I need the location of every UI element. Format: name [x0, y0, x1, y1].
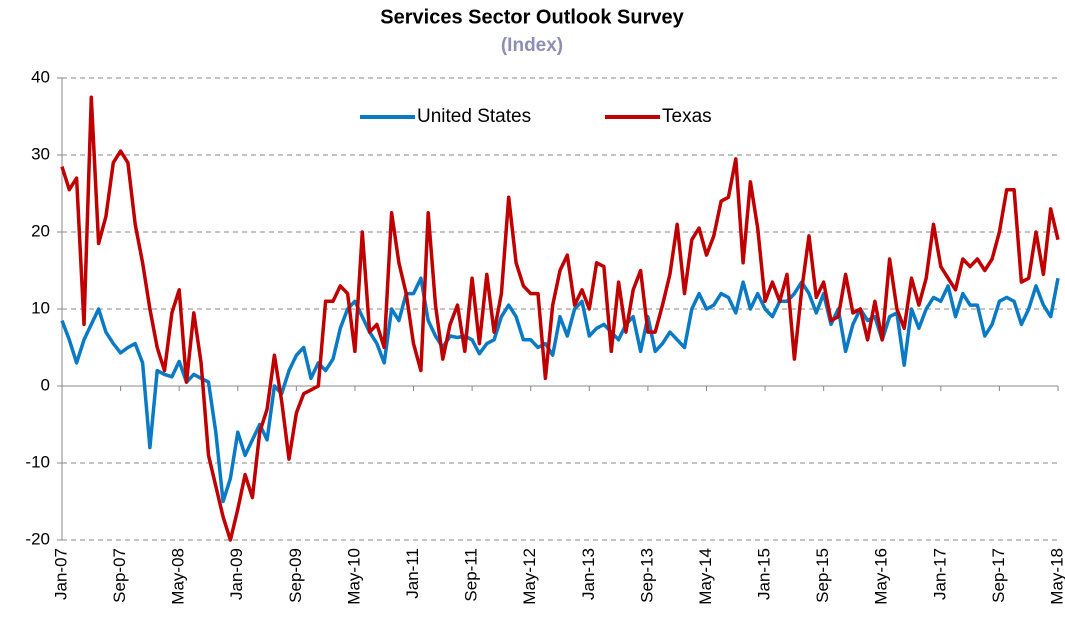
x-tick-label: Sep-07 — [110, 548, 129, 603]
chart-subtitle: (Index) — [501, 35, 563, 56]
x-tick-label: Jan-07 — [51, 548, 70, 600]
x-tick-label: Sep-17 — [989, 548, 1008, 603]
x-tick-label: Sep-11 — [462, 548, 481, 602]
x-tick-label: May-18 — [1047, 548, 1065, 605]
y-tick-label: 0 — [41, 375, 50, 394]
chart-title: Services Sector Outlook Survey — [380, 6, 684, 28]
line-series — [60, 276, 1060, 504]
x-tick-label: Sep-15 — [813, 548, 832, 603]
x-tick-label: Sep-09 — [286, 548, 305, 603]
y-tick-label: -10 — [25, 452, 50, 471]
x-tick-label: Jan-11 — [403, 548, 422, 599]
x-tick-label: May-14 — [696, 548, 715, 605]
y-tick-label: 40 — [31, 67, 50, 86]
legend-label: United States — [417, 106, 531, 127]
x-tick-label: May-10 — [344, 548, 363, 605]
x-tick-label: May-12 — [520, 548, 539, 605]
y-tick-label: 10 — [31, 298, 50, 317]
y-tick-label: 30 — [31, 144, 50, 163]
x-tick-label: Jan-09 — [227, 548, 246, 600]
y-tick-label: -20 — [25, 529, 50, 548]
x-tick-label: Jan-15 — [755, 548, 774, 600]
line-series — [60, 95, 1060, 542]
y-tick-label: 20 — [31, 221, 50, 240]
x-tick-label: Jan-17 — [930, 548, 949, 600]
x-tick-label: May-08 — [169, 548, 188, 605]
legend-label: Texas — [662, 106, 712, 127]
x-tick-label: Sep-13 — [637, 548, 656, 603]
x-tick-label: Jan-13 — [579, 548, 598, 600]
x-tick-label: May-16 — [872, 548, 891, 605]
